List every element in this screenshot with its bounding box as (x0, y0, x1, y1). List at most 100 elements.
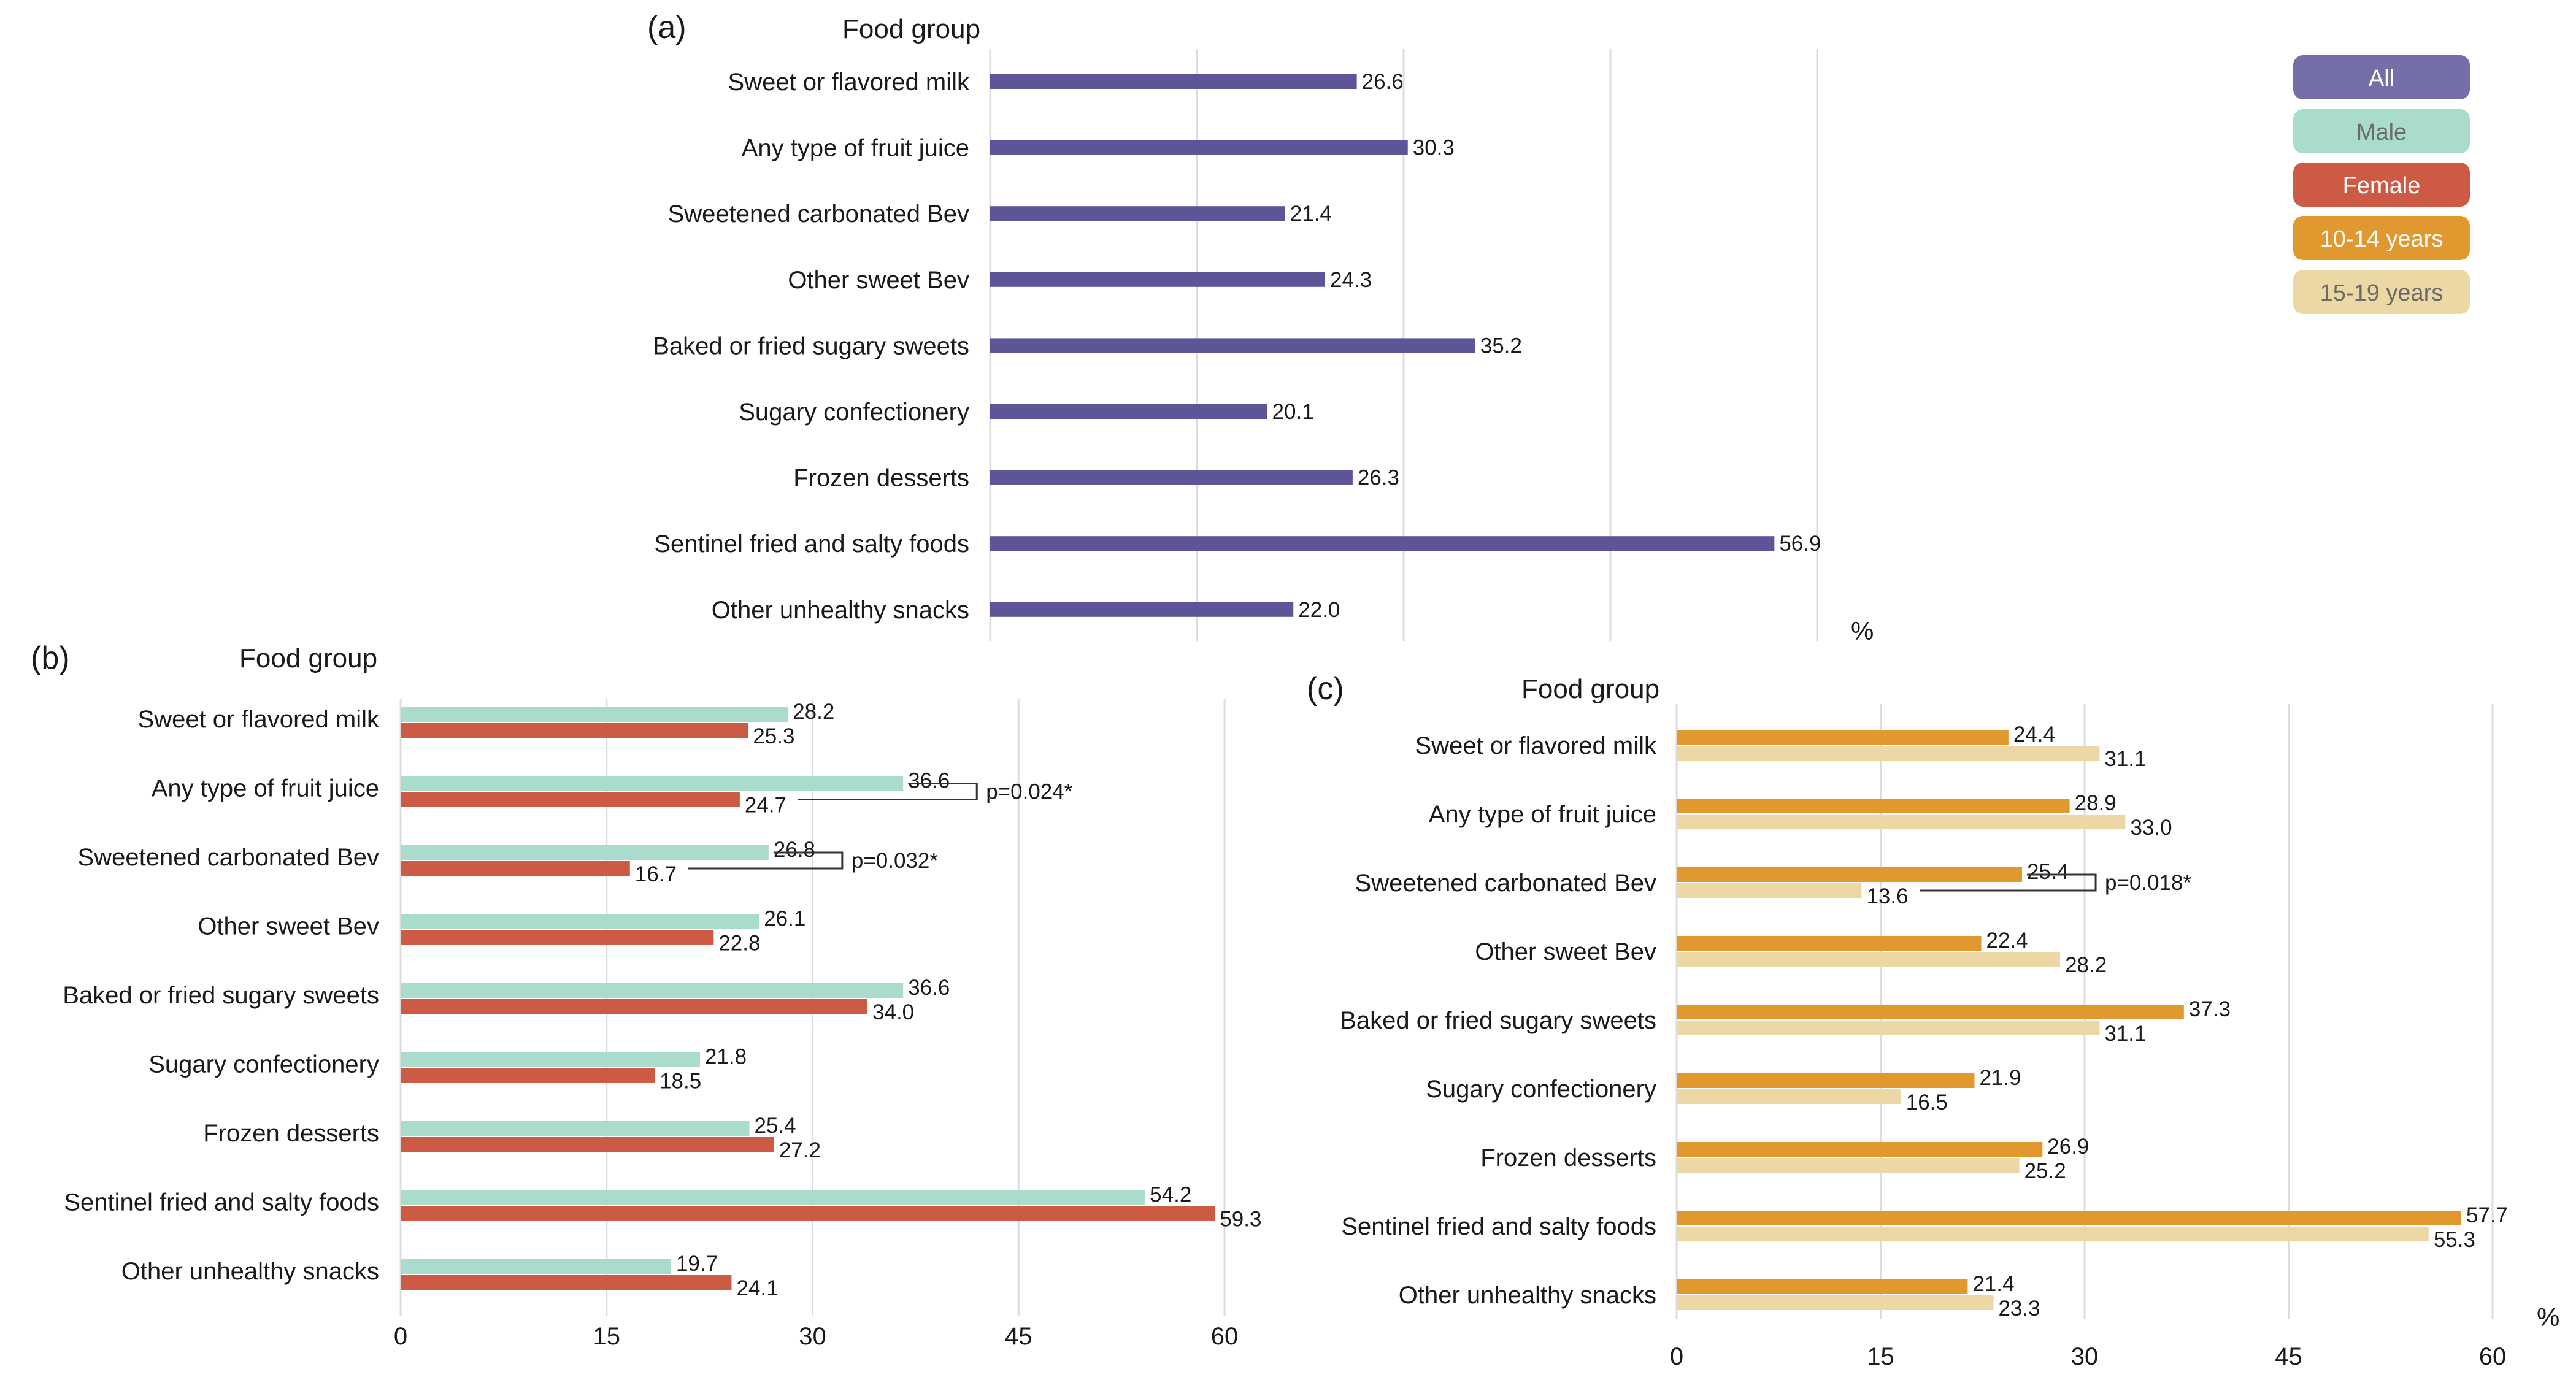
category-label-sweetened-carbonated-bev: Sweetened carbonated Bev (668, 201, 969, 228)
significance-bracket-any-type-of-fruit-juice (798, 783, 978, 800)
value-label-10-14-years-sweetened-carbonated-bev: 25.4 (2027, 860, 2069, 884)
panel-b-ticks: 0 15 30 45 60 (394, 1323, 1238, 1350)
bar-male-sentinel-fried-and-salty-foods (401, 1190, 1145, 1205)
panel-c-tick-45: 45 (2275, 1343, 2302, 1370)
panel-b-tick-60: 60 (1211, 1323, 1239, 1350)
value-label-15-19-years-sweetened-carbonated-bev: 13.6 (1866, 884, 1908, 908)
panel-a-axis-title: Food group (842, 14, 980, 44)
legend-female-label: Female (2343, 173, 2421, 199)
panel-c: (c) Food group % 24.4 31.1 28.9 33.0 25.4 13.… (1307, 671, 2559, 1370)
bar-all-sweet-or-flavored-milk (990, 74, 1357, 89)
value-label-10-14-years-sweet-or-flavored-milk: 24.4 (2013, 723, 2055, 746)
value-label-female-sweetened-carbonated-bev: 16.7 (635, 862, 677, 886)
value-label-female-baked-or-fried-sugary-sweets: 34.0 (872, 1000, 914, 1024)
value-label-all-any-type-of-fruit-juice: 30.3 (1413, 136, 1455, 160)
value-label-female-frozen-desserts: 27.2 (779, 1138, 821, 1162)
bar-15-19-years-sentinel-fried-and-salty-foods (1677, 1227, 2429, 1241)
value-label-10-14-years-other-unhealthy-snacks: 21.4 (1972, 1272, 2014, 1296)
panel-c-tick-60: 60 (2479, 1343, 2507, 1370)
value-label-male-other-unhealthy-snacks: 19.7 (676, 1252, 718, 1276)
panel-a-label: (a) (647, 10, 686, 45)
value-label-male-frozen-desserts: 25.4 (755, 1114, 796, 1138)
value-label-15-19-years-any-type-of-fruit-juice: 33.0 (2131, 816, 2172, 840)
bar-10-14-years-other-sweet-bev (1677, 936, 1982, 951)
value-label-all-sweet-or-flavored-milk: 26.6 (1362, 70, 1404, 94)
legend-10-14-swatch (2293, 216, 2470, 260)
panel-a-percent-label: % (1851, 616, 1874, 645)
category-label-other-sweet-bev: Other sweet Bev (1475, 938, 1656, 965)
bar-15-19-years-frozen-desserts (1677, 1158, 2020, 1173)
bar-female-sugary-confectionery (401, 1068, 655, 1083)
bar-male-other-sweet-bev (401, 914, 759, 929)
p-value-label-sweetened-carbonated-bev: p=0.018* (2105, 871, 2191, 895)
bar-10-14-years-baked-or-fried-sugary-sweets (1677, 1005, 2184, 1019)
legend-15-19-swatch (2293, 270, 2470, 314)
bar-15-19-years-other-unhealthy-snacks (1677, 1295, 1994, 1310)
category-label-other-sweet-bev: Other sweet Bev (788, 267, 969, 294)
bar-male-frozen-desserts (401, 1121, 750, 1136)
bar-10-14-years-sugary-confectionery (1677, 1073, 1975, 1088)
category-label-sentinel-fried-and-salty-foods: Sentinel fried and salty foods (1341, 1213, 1656, 1240)
bar-15-19-years-sweet-or-flavored-milk (1677, 746, 2100, 761)
bar-all-sentinel-fried-and-salty-foods (990, 536, 1775, 551)
bar-15-19-years-other-sweet-bev (1677, 952, 2061, 967)
bar-all-any-type-of-fruit-juice (990, 140, 1408, 155)
panel-c-axis-title: Food group (1521, 674, 1659, 704)
bar-male-sugary-confectionery (401, 1052, 700, 1067)
value-label-15-19-years-sentinel-fried-and-salty-foods: 55.3 (2434, 1228, 2475, 1252)
panel-b: (b) Food group 28.225.3 36.6 24.7 26.8 16.7 2… (31, 640, 1261, 1350)
category-label-any-type-of-fruit-juice: Any type of fruit juice (742, 135, 969, 162)
bar-all-sugary-confectionery (990, 404, 1267, 419)
bar-10-14-years-frozen-desserts (1677, 1142, 2043, 1157)
panel-b-tick-0: 0 (394, 1323, 407, 1350)
bar-male-baked-or-fried-sugary-sweets (401, 983, 904, 998)
panel-c-tick-15: 15 (1867, 1343, 1894, 1370)
category-label-baked-or-fried-sugary-sweets: Baked or fried sugary sweets (1340, 1007, 1656, 1034)
bar-all-baked-or-fried-sugary-sweets (990, 338, 1475, 353)
category-label-other-unhealthy-snacks: Other unhealthy snacks (121, 1258, 379, 1285)
category-label-frozen-desserts: Frozen desserts (203, 1120, 379, 1147)
value-label-female-sweet-or-flavored-milk: 25.3 (753, 724, 794, 748)
category-label-frozen-desserts: Frozen desserts (1480, 1144, 1656, 1171)
value-label-15-19-years-sweet-or-flavored-milk: 31.1 (2104, 747, 2146, 771)
panel-b-axis-title: Food group (239, 643, 377, 673)
category-label-sentinel-fried-and-salty-foods: Sentinel fried and salty foods (64, 1189, 379, 1216)
panel-c-ticks: 0 15 30 45 60 (1670, 1343, 2506, 1370)
value-label-all-sentinel-fried-and-salty-foods: 56.9 (1779, 532, 1821, 556)
value-label-10-14-years-other-sweet-bev: 22.4 (1986, 929, 2028, 953)
value-label-female-sugary-confectionery: 18.5 (659, 1070, 701, 1094)
legend-male-swatch (2293, 109, 2470, 153)
bar-all-sweetened-carbonated-bev (990, 206, 1285, 221)
category-label-sugary-confectionery: Sugary confectionery (739, 399, 969, 426)
value-label-15-19-years-sugary-confectionery: 16.5 (1906, 1091, 1948, 1114)
value-label-all-baked-or-fried-sugary-sweets: 35.2 (1480, 334, 1522, 358)
bar-female-sweetened-carbonated-bev (401, 861, 630, 876)
bar-female-frozen-desserts (401, 1137, 774, 1152)
bar-10-14-years-any-type-of-fruit-juice (1677, 799, 2070, 813)
category-label-other-unhealthy-snacks: Other unhealthy snacks (712, 597, 969, 624)
bar-male-sweetened-carbonated-bev (401, 845, 769, 860)
category-label-baked-or-fried-sugary-sweets: Baked or fried sugary sweets (63, 982, 379, 1009)
legend: All Male Female 10-14 years 15-19 years (2293, 55, 2470, 314)
category-label-other-sweet-bev: Other sweet Bev (198, 913, 379, 940)
category-label-any-type-of-fruit-juice: Any type of fruit juice (1429, 801, 1656, 828)
bar-10-14-years-sentinel-fried-and-salty-foods (1677, 1211, 2462, 1225)
bar-15-19-years-any-type-of-fruit-juice (1677, 815, 2126, 829)
panel-c-percent-label: % (2537, 1303, 2559, 1332)
bar-male-other-unhealthy-snacks (401, 1259, 671, 1274)
bar-all-other-sweet-bev (990, 272, 1325, 287)
value-label-10-14-years-sentinel-fried-and-salty-foods: 57.7 (2466, 1203, 2508, 1227)
value-label-male-any-type-of-fruit-juice: 36.6 (908, 769, 950, 793)
value-label-female-any-type-of-fruit-juice: 24.7 (745, 794, 786, 818)
value-label-male-sweet-or-flavored-milk: 28.2 (793, 700, 834, 724)
bar-female-any-type-of-fruit-juice (401, 792, 740, 807)
panel-c-categories: Sweet or flavored milk Any type of fruit … (1340, 732, 1657, 1309)
bar-male-sweet-or-flavored-milk (401, 707, 788, 722)
value-label-15-19-years-baked-or-fried-sugary-sweets: 31.1 (2104, 1022, 2146, 1046)
bar-all-frozen-desserts (990, 470, 1353, 485)
bar-15-19-years-sweetened-carbonated-bev (1677, 883, 1862, 898)
panel-c-annotations: p=0.018* (1920, 871, 2192, 895)
category-label-any-type-of-fruit-juice: Any type of fruit juice (152, 775, 379, 802)
panel-b-annotations: p=0.024* p=0.032* (688, 780, 1073, 873)
